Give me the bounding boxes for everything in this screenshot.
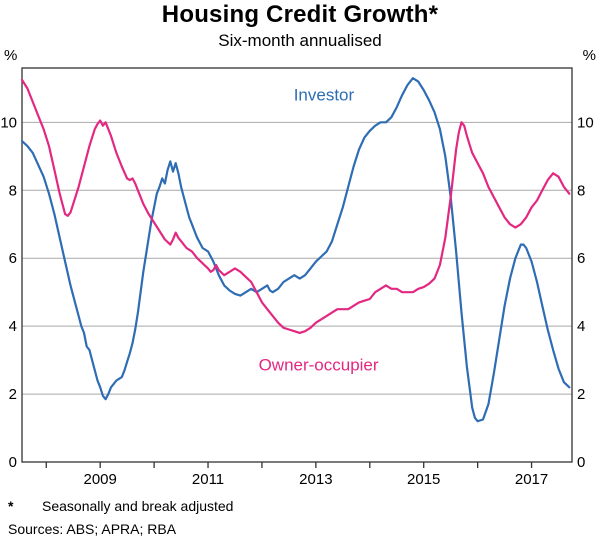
footnote-marker: * <box>8 498 14 514</box>
series-line-owner-occupier <box>20 78 571 334</box>
y-axis-label-left: 6 <box>9 250 17 267</box>
y-axis-label-right: 2 <box>577 386 585 403</box>
x-axis-label: 2011 <box>192 471 224 488</box>
chart-subtitle: Six-month annualised <box>218 31 382 50</box>
y-axis-label-right: 0 <box>577 454 585 471</box>
y-axis-label-left: 2 <box>9 386 17 403</box>
chart-title: Housing Credit Growth* <box>161 1 439 28</box>
plot-frame <box>21 67 573 463</box>
footnote: * Seasonally and break adjusted <box>8 498 233 514</box>
y-axis-label-left: 0 <box>9 454 17 471</box>
sources-text: Sources: ABS; APRA; RBA <box>8 521 177 537</box>
series-label-investor: Investor <box>294 85 355 104</box>
y-axis-label-left: 10 <box>0 114 17 131</box>
x-axis-label: 2015 <box>407 471 440 488</box>
y-axis-unit-right: % <box>583 47 596 64</box>
y-axis-label-right: 10 <box>577 114 594 131</box>
x-axis-label: 2017 <box>515 471 548 488</box>
series-line-investor <box>20 77 571 423</box>
y-axis-label-right: 4 <box>577 318 585 335</box>
y-axis-label-left: 8 <box>9 182 17 199</box>
y-axis-label-right: 6 <box>577 250 585 267</box>
y-axis-label-right: 8 <box>577 182 585 199</box>
y-axis-label-left: 4 <box>9 318 17 335</box>
x-axis-label: 2013 <box>299 471 332 488</box>
footnote-text: Seasonally and break adjusted <box>42 498 234 514</box>
x-axis-label: 2009 <box>83 471 116 488</box>
y-axis-unit-left: % <box>4 47 17 64</box>
series-label-owner-occupier: Owner-occupier <box>259 355 379 374</box>
